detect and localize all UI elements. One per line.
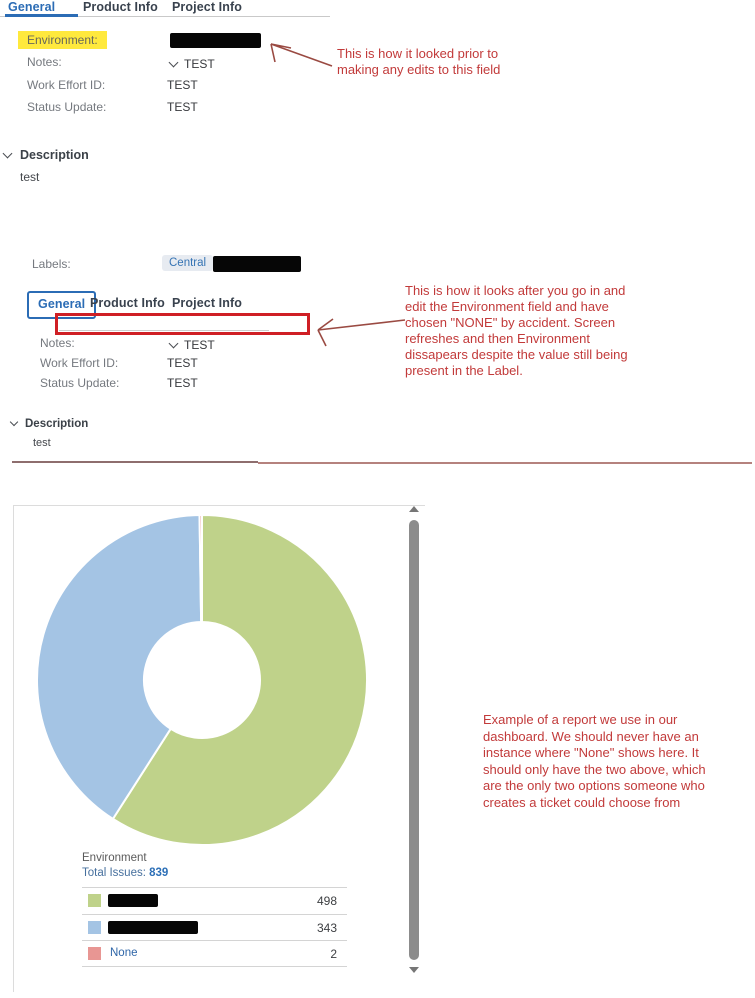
chevron-down-icon [168, 57, 179, 68]
notes-value-dropdown[interactable]: TEST [168, 55, 215, 73]
legend-border [82, 914, 347, 915]
total-issues-label: Total Issues: [82, 867, 146, 879]
empty-environment-field-underline [59, 330, 269, 331]
tab-product-info-after[interactable]: Product Info [90, 296, 165, 310]
empty-environment-callout-box [55, 313, 310, 335]
total-issues-value[interactable]: 839 [149, 867, 169, 879]
legend-swatch-pink [88, 947, 101, 960]
active-tab-indicator [5, 14, 78, 17]
chart-panel-left-border [13, 505, 14, 992]
legend-label-redacted [108, 894, 158, 907]
environment-value-redacted [170, 33, 261, 48]
arrow-to-environment-after [317, 318, 406, 347]
tab-project-info-before[interactable]: Project Info [172, 0, 242, 14]
arrow-to-environment-before [270, 43, 333, 67]
chevron-down-icon [9, 417, 19, 427]
notes-field-label-after: Notes: [40, 336, 75, 350]
chevron-down-icon [2, 148, 13, 159]
legend-border [82, 887, 347, 888]
legend-value: 498 [316, 894, 337, 908]
divider-right-segment [258, 462, 752, 464]
donut-slice[interactable] [198, 513, 203, 624]
notes-value: TEST [184, 57, 215, 71]
environment-donut-chart[interactable] [35, 513, 369, 847]
status-update-value: TEST [167, 100, 198, 114]
description-title: Description [20, 148, 89, 162]
description-section-after[interactable]: Description [9, 414, 89, 432]
work-effort-id-label: Work Effort ID: [27, 78, 106, 92]
chart-title: Environment [82, 852, 147, 864]
environment-field-label: Environment: [18, 31, 107, 49]
tab-general-after-label: General [38, 297, 86, 311]
description-body: test [20, 170, 40, 184]
legend-border [82, 940, 347, 941]
description-body-after: test [33, 437, 51, 449]
legend-label-none[interactable]: None [110, 947, 138, 959]
chart-panel-top-border [13, 505, 425, 506]
status-update-label-after: Status Update: [40, 376, 120, 390]
work-effort-id-value-after: TEST [167, 356, 198, 370]
notes-value-after: TEST [184, 338, 215, 352]
legend-swatch-green [88, 894, 101, 907]
status-update-value-after: TEST [167, 376, 198, 390]
tab-general-before[interactable]: General [8, 0, 56, 14]
chevron-down-icon [168, 338, 179, 349]
description-title-after: Description [25, 418, 89, 430]
notes-field-label: Notes: [27, 55, 62, 69]
status-update-label: Status Update: [27, 100, 107, 114]
label-chip-redacted [213, 256, 301, 272]
tab-project-info-after[interactable]: Project Info [172, 296, 242, 310]
labels-field-label: Labels: [32, 257, 71, 271]
divider-left-segment [12, 461, 258, 463]
annotation-after: This is how it looks after you go in and… [405, 283, 628, 378]
description-section-before[interactable]: Description [2, 146, 89, 164]
tab-divider [0, 16, 330, 17]
work-effort-id-label-after: Work Effort ID: [40, 356, 119, 370]
tab-general-after[interactable]: General [27, 291, 97, 319]
legend-border [82, 966, 347, 967]
legend-swatch-blue [88, 921, 101, 934]
donut-slice[interactable] [36, 514, 203, 821]
annotation-chart: Example of a report we use in our dashbo… [483, 712, 706, 810]
work-effort-id-value: TEST [167, 78, 198, 92]
label-chip-central[interactable]: Central [162, 255, 214, 271]
chart-total-issues[interactable]: Total Issues: 839 [82, 867, 168, 879]
notes-value-dropdown-after[interactable]: TEST [168, 336, 215, 354]
tab-product-info-before[interactable]: Product Info [83, 0, 158, 14]
legend-value: 343 [316, 921, 337, 935]
legend-value: 2 [330, 947, 337, 961]
donut-slice[interactable] [111, 513, 368, 846]
scrollbar-down-arrow[interactable] [409, 967, 419, 973]
scrollbar-thumb[interactable] [409, 520, 419, 960]
scrollbar-up-arrow[interactable] [409, 506, 419, 512]
annotation-before: This is how it looked prior to making an… [337, 46, 501, 77]
legend-label-redacted [108, 921, 198, 934]
